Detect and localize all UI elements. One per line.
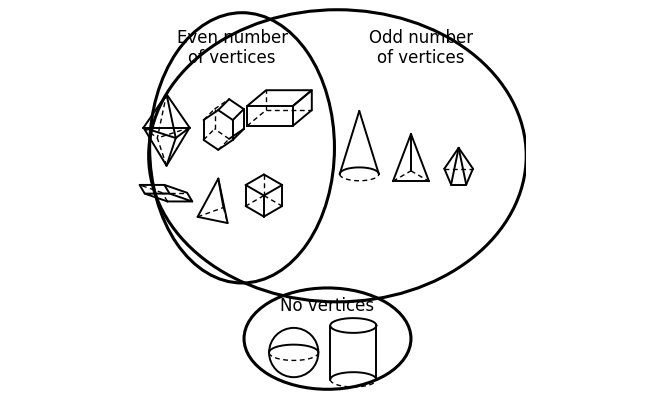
Text: Odd number
of vertices: Odd number of vertices [369,29,473,67]
Text: No vertices: No vertices [280,297,375,315]
Text: Even number
of vertices: Even number of vertices [177,29,288,67]
